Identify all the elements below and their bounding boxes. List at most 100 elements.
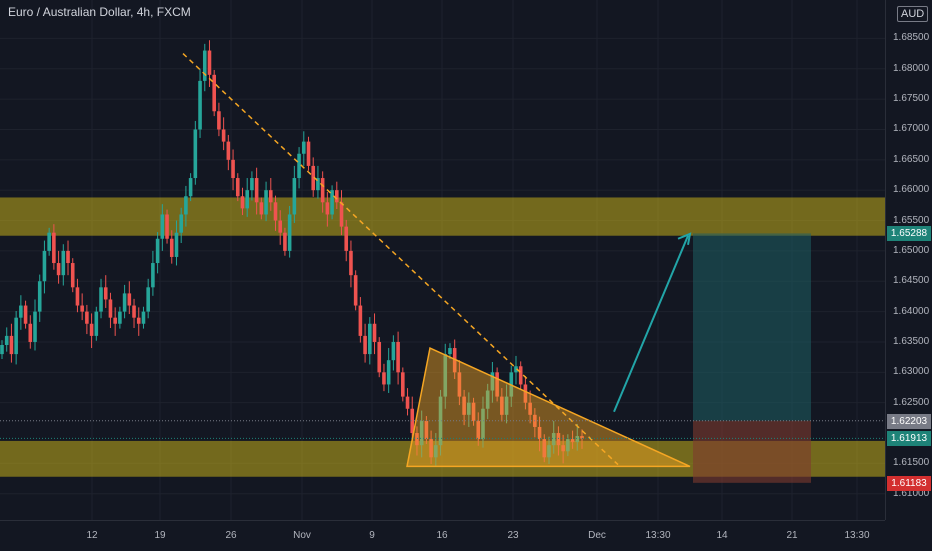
candle-body	[127, 293, 132, 306]
candle-body	[37, 281, 42, 312]
candle-body	[33, 311, 37, 342]
candle-body	[287, 214, 292, 251]
candle-body	[19, 305, 23, 318]
candle-body	[481, 408, 485, 440]
candle-body	[70, 263, 75, 288]
triangle-pattern	[406, 346, 691, 468]
candle-body	[419, 420, 424, 446]
price-marker-label: 1.61183	[887, 475, 931, 491]
time-tick-label: 23	[507, 530, 519, 541]
candle-body	[226, 141, 231, 160]
price-tick-label: 1.64000	[893, 305, 930, 317]
candle-body	[457, 372, 462, 397]
candle-body	[160, 214, 165, 239]
candle-body	[9, 335, 14, 355]
candle-body	[495, 372, 499, 397]
price-tick-label: 1.66000	[893, 184, 930, 196]
time-tick-label: 13:30	[645, 530, 671, 541]
price-tick-label: 1.64500	[893, 275, 930, 287]
candle-body	[188, 178, 193, 197]
candle-body	[202, 50, 207, 81]
candle-body	[94, 311, 99, 336]
resistance-zone	[0, 197, 885, 236]
candle-body	[23, 305, 28, 324]
price-tick-label: 1.63500	[893, 335, 930, 347]
price-tick-label: 1.63000	[893, 366, 930, 378]
candle-body	[47, 232, 51, 251]
candle-body	[278, 220, 283, 233]
candle-body	[151, 263, 155, 288]
candle-body	[42, 250, 47, 282]
price-tick-label: 1.62500	[893, 396, 930, 408]
target-zone	[693, 233, 811, 421]
target-arrow	[613, 235, 689, 413]
candle-body	[339, 202, 344, 227]
candle-body	[56, 263, 61, 276]
candle-body	[141, 311, 146, 324]
price-tick-label: 1.68000	[893, 62, 930, 74]
candle-body	[245, 190, 250, 209]
candle-body	[118, 311, 122, 324]
candle-body	[547, 445, 551, 458]
time-tick-label: 26	[225, 530, 237, 541]
currency-badge[interactable]: AUD	[897, 6, 929, 22]
time-tick-label: 13:30	[844, 530, 870, 541]
time-tick-label: Dec	[588, 530, 606, 541]
candle-body	[325, 202, 330, 215]
candle-body	[424, 420, 429, 440]
candle-body	[292, 178, 297, 215]
candle-body	[14, 317, 18, 355]
candle-body	[155, 238, 160, 264]
candle-body	[250, 178, 254, 191]
candle-body	[358, 305, 363, 336]
candle-body	[429, 439, 433, 458]
candle-body	[169, 238, 174, 257]
candle-body	[372, 323, 377, 342]
candle-body	[207, 50, 212, 75]
time-tick-label: 9	[369, 530, 375, 541]
candle-body	[75, 287, 80, 306]
candle-body	[518, 366, 523, 385]
candle-body	[377, 341, 382, 373]
candle-body	[311, 165, 316, 191]
candle-body	[259, 202, 264, 215]
candle-body	[504, 396, 509, 415]
candle-body	[184, 196, 188, 215]
candle-body	[551, 433, 556, 446]
price-tick-label: 1.66500	[893, 153, 930, 165]
price-marker-label: 1.65288	[887, 226, 931, 242]
chart-title: Euro / Australian Dollar, 4h, FXCM	[8, 5, 191, 19]
price-chart[interactable]	[0, 0, 885, 520]
candle-body	[80, 305, 84, 312]
candle-body	[542, 439, 547, 458]
time-axis[interactable]	[0, 520, 885, 551]
candle-body	[391, 341, 396, 361]
candle-body	[231, 159, 235, 179]
candle-body	[452, 348, 457, 373]
candle-body	[235, 178, 240, 197]
candle-body	[268, 190, 273, 203]
candle-body	[212, 74, 216, 112]
candle-body	[570, 439, 575, 443]
candle-body	[217, 111, 221, 130]
price-tick-label: 1.61000	[893, 487, 930, 499]
candle-body	[344, 226, 349, 251]
candle-body	[320, 178, 325, 203]
candle-body	[136, 317, 141, 324]
candle-body	[363, 335, 367, 355]
candle-body	[396, 341, 400, 373]
candle-body	[556, 433, 561, 446]
time-tick-label: 21	[786, 530, 798, 541]
candle-body	[467, 402, 471, 415]
candle-body	[537, 426, 542, 440]
candle-body	[438, 396, 443, 446]
time-tick-label: Nov	[293, 530, 311, 541]
candle-body	[471, 402, 476, 421]
price-marker-label: 1.62203	[887, 413, 931, 429]
candle-body	[193, 129, 198, 179]
candle-body	[575, 436, 580, 443]
candle-body	[462, 396, 466, 415]
candle-body	[254, 178, 259, 203]
candle-body	[490, 372, 495, 391]
candle-body	[99, 287, 103, 312]
